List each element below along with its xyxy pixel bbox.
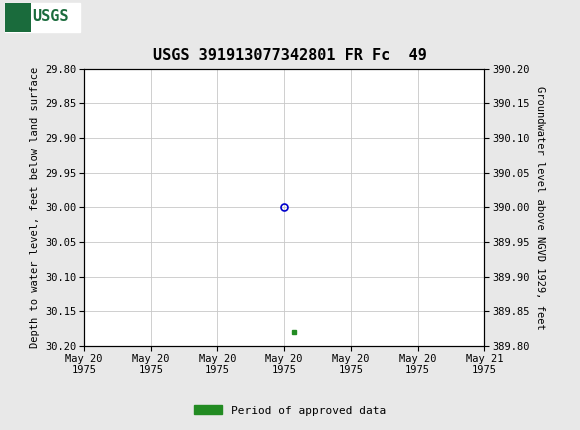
Bar bbox=[5, 3, 80, 32]
Y-axis label: Groundwater level above NGVD 1929, feet: Groundwater level above NGVD 1929, feet bbox=[535, 86, 545, 329]
Y-axis label: Depth to water level, feet below land surface: Depth to water level, feet below land su… bbox=[30, 67, 39, 348]
Text: USGS: USGS bbox=[32, 9, 68, 25]
Text: USGS 391913077342801 FR Fc  49: USGS 391913077342801 FR Fc 49 bbox=[153, 48, 427, 62]
Bar bbox=[5, 3, 31, 32]
Legend: Period of approved data: Period of approved data bbox=[190, 401, 390, 420]
